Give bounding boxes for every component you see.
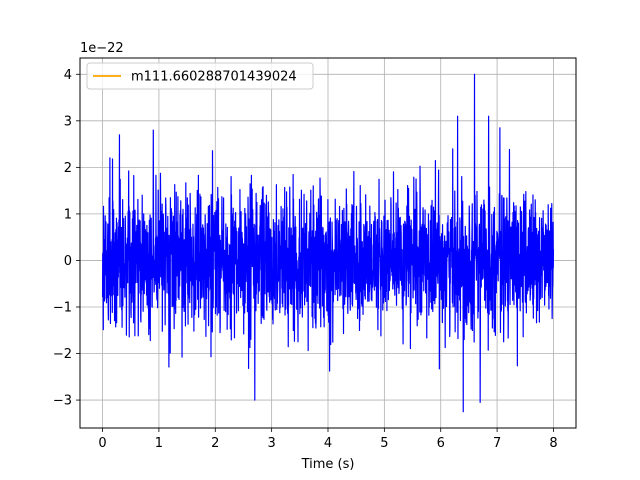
- x-tick-label: 3: [267, 436, 275, 451]
- y-offset-label: 1e−22: [80, 41, 124, 56]
- y-tick-label: −1: [53, 300, 72, 315]
- x-tick-label: 2: [211, 436, 219, 451]
- y-tick-label: 3: [64, 114, 72, 129]
- legend: m111.660288701439024: [86, 62, 314, 90]
- y-tick-label: −3: [53, 394, 72, 409]
- y-tick-label: 0: [64, 254, 72, 269]
- series-layer: [101, 73, 555, 413]
- y-tick-label: 1: [64, 207, 72, 222]
- x-tick-label: 7: [493, 436, 501, 451]
- y-tick-label: 4: [64, 68, 72, 83]
- signal-series-line: [101, 73, 555, 413]
- legend-box: [86, 62, 314, 90]
- x-tick-label: 6: [437, 436, 445, 451]
- x-axis-label: Time (s): [301, 457, 355, 472]
- x-tick-label: 5: [380, 436, 388, 451]
- x-tick-label: 4: [324, 436, 332, 451]
- y-tick-label: 2: [64, 161, 72, 176]
- x-tick-label: 8: [549, 436, 557, 451]
- x-tick-label: 1: [155, 436, 163, 451]
- legend-label: m111.660288701439024: [131, 70, 297, 85]
- ticks: 0 1 2 3 4 5 6 7 8 −3 −2 −1 0 1 2 3 4: [53, 68, 558, 451]
- y-tick-label: −2: [53, 347, 72, 362]
- x-tick-label: 0: [98, 436, 106, 451]
